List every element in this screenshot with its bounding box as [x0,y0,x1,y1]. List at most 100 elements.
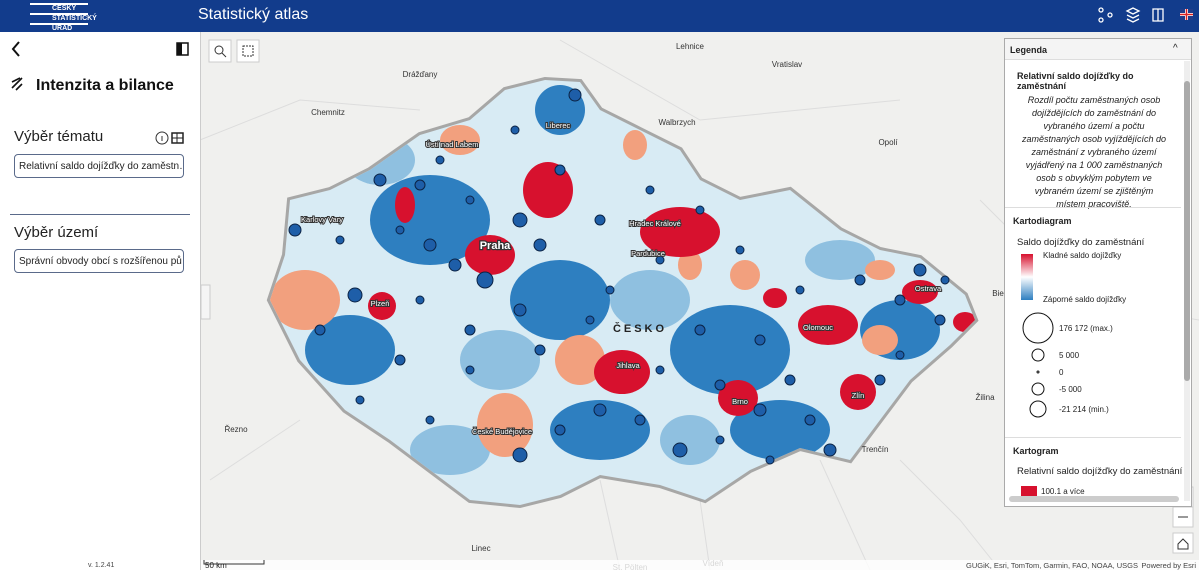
map-label: Ostrava [915,284,942,293]
map-label: Pardubice [631,249,665,258]
diagram-heading: Kartodiagram [1013,216,1072,226]
bubble [715,435,725,445]
logo-line: ÚŘAD [30,23,88,33]
map-label: Chemnitz [311,108,345,117]
bubble [534,344,546,356]
scale-label: 50 km [205,561,227,570]
qr-button[interactable] [236,39,260,63]
bubble [314,324,326,336]
negative-label: Záporné saldo dojížďky [1043,295,1127,304]
map-label: Linec [471,544,490,553]
bubble [465,365,475,375]
area-select[interactable]: Správní obvody obcí s rozšířenou pů… [14,249,184,273]
bubble [510,125,520,135]
share-icon[interactable] [1098,7,1113,23]
map-label: Řezno [224,425,248,434]
bubbles [288,88,950,465]
size-label: 0 [1059,368,1064,377]
map-label: Olomouc [803,323,833,332]
map-label: Praha [480,240,511,252]
topic-select[interactable]: Relativní saldo dojížďky do zaměstn… [14,154,184,178]
class-label: 100.1 a více [1041,487,1085,496]
bubble [554,424,566,436]
size-symbol [1031,382,1045,396]
map-label: Jihlava [616,361,640,370]
bubble [714,379,726,391]
bubble [655,255,665,265]
divider [10,214,190,215]
topic-value: Relativní saldo dojížďky do zaměstn… [19,161,184,172]
separator [1005,437,1181,438]
map-label: Walbrzych [658,118,695,127]
h-scrollbar[interactable] [1009,496,1179,502]
scrollbar[interactable] [1184,61,1190,501]
bubble [655,365,665,375]
zoom-out[interactable] [1172,506,1194,528]
home-button[interactable] [1172,532,1194,554]
sidebar-icons [11,41,189,91]
map-label: Opolí [878,138,898,147]
bubble [394,354,406,366]
bubble [476,271,494,289]
bubble [435,155,445,165]
map-label: Brno [732,397,748,406]
book-icon[interactable] [1152,8,1164,22]
map-labels: Lehnice Drážďany Vratislav Chemnitz Walbrzyc… [224,42,1004,570]
legend-collapse[interactable]: ^ [1173,43,1178,54]
bubble [593,403,607,417]
bubble [795,285,805,295]
area-value: Správní obvody obcí s rozšířenou pů… [19,256,184,267]
bubble [395,225,405,235]
bubble [895,350,905,360]
positive-label: Kladné saldo dojížďky [1043,251,1122,260]
back-button[interactable] [11,41,20,57]
size-symbol [1036,370,1040,374]
table-icon[interactable] [171,132,184,144]
version: v. 1.2.41 [88,562,115,569]
scale-bar [203,560,265,565]
language-flag[interactable] [1180,9,1193,20]
legend-header [1005,39,1191,60]
search-button[interactable] [208,39,232,63]
bubble [823,443,837,457]
map-label: Vratislav [772,60,802,69]
layers-icon[interactable] [1125,7,1141,23]
bubble [753,403,767,417]
size-label: -21 214 (min.) [1059,405,1109,414]
bubble [415,295,425,305]
logo[interactable]: ČESKÝ STATISTICKÝ ÚŘAD [30,3,97,33]
gram-heading: Kartogram [1013,446,1059,456]
bubble [568,88,582,102]
map-label: Žilina [975,393,995,402]
bubble [373,173,387,187]
bubble [694,324,706,336]
bubble [804,414,816,426]
info-icon[interactable] [155,131,169,145]
map-label: Liberec [546,121,571,130]
toggle-panel[interactable] [176,42,189,56]
app-title: Statistický atlas [198,6,309,23]
bubble [512,212,528,228]
map-label: Bie [992,289,1004,298]
bubble [448,258,462,272]
bubble [465,195,475,205]
bubble [512,447,528,463]
bubble [645,185,655,195]
size-symbol [1031,348,1045,362]
topic-icons [155,131,184,145]
bubble [464,324,476,336]
bubble [513,303,527,317]
bubble [695,205,705,215]
separator [1005,207,1181,208]
powered-by: Powered by Esri [1141,561,1196,570]
bubble [765,455,775,465]
size-legend [1022,312,1054,418]
header: ČESKÝ STATISTICKÝ ÚŘAD Statistický atlas [0,0,1199,32]
attribution: GUGiK, Esri, TomTom, Garmin, FAO, NOAA, … [966,561,1138,570]
bubble [784,374,796,386]
map-label: Karlovy Vary [301,215,343,224]
color-ramp [1021,254,1033,300]
size-label: 5 000 [1059,351,1080,360]
collapse-handle[interactable] [201,284,211,320]
